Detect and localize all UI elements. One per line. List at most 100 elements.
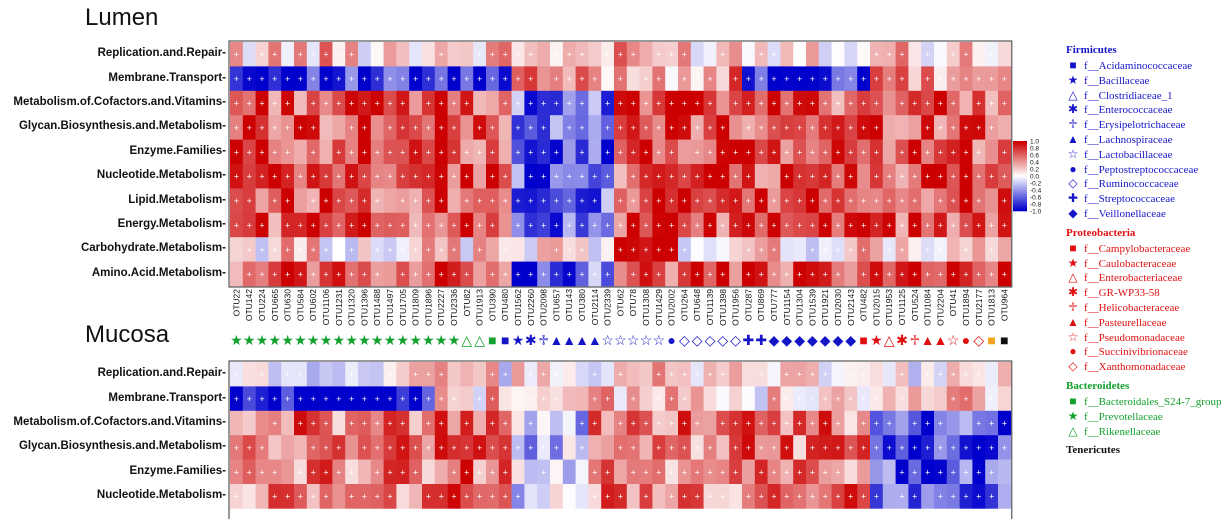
significance-mark: + (528, 443, 533, 453)
taxa-symbol: ★ (320, 332, 333, 348)
heatmap-cell (268, 261, 282, 287)
heatmap-cell (946, 362, 960, 387)
significance-mark: + (490, 269, 495, 279)
heatmap-cell (255, 115, 269, 140)
heatmap-cell (345, 410, 359, 436)
legend-symbol-icon: ◇ (1068, 359, 1078, 374)
significance-mark: + (861, 123, 866, 133)
significance-mark: + (515, 492, 520, 502)
taxa-symbol: ★ (435, 332, 448, 348)
heatmap-cell (921, 386, 935, 412)
column-label: OTU1154 (782, 289, 792, 325)
heatmap-cell (652, 459, 666, 485)
heatmap-cell (383, 164, 397, 189)
heatmap-cell (946, 212, 960, 238)
heatmap-cell (934, 484, 948, 509)
significance-mark: + (375, 443, 380, 453)
column-label: OTU1539 (807, 289, 817, 326)
heatmap-cell (511, 115, 525, 140)
heatmap-cell (537, 459, 551, 485)
heatmap-cell (242, 459, 256, 485)
heatmap-cell (422, 66, 436, 92)
significance-mark: + (695, 196, 700, 206)
significance-mark: + (554, 50, 559, 60)
significance-mark: + (669, 50, 674, 60)
significance-mark: + (285, 394, 290, 404)
heatmap-cell (268, 42, 282, 67)
heatmap-cell (908, 212, 922, 238)
significance-mark: + (925, 467, 930, 477)
significance-mark: + (464, 492, 469, 502)
significance-mark: + (887, 50, 892, 60)
heatmap-cell (383, 484, 397, 509)
significance-mark: + (848, 196, 853, 206)
significance-mark: + (669, 370, 674, 380)
heatmap-cell (703, 115, 717, 140)
column-label: OTU264 (679, 289, 689, 321)
heatmap-cell (946, 484, 960, 509)
heatmap-cell (268, 66, 282, 92)
heatmap-cell (729, 90, 743, 116)
significance-mark: + (1002, 147, 1007, 157)
heatmap-cell (806, 90, 820, 116)
heatmap-cell (345, 42, 359, 67)
heatmap-cell (434, 237, 448, 262)
heatmap-cell (434, 139, 448, 165)
lumen-heatmap: + + + + + + + + + + + + + + + + + + + + + + + + + + + + + + + + + + + ++ + + +… (228, 40, 1013, 288)
heatmap-cell (818, 386, 832, 412)
heatmap-cell (934, 435, 948, 460)
heatmap-cell (268, 90, 282, 116)
significance-mark: + (336, 74, 341, 84)
heatmap-cell (793, 362, 807, 387)
heatmap-cell (498, 435, 512, 460)
heatmap-cell (460, 261, 474, 287)
heatmap-cell (754, 115, 768, 140)
significance-mark: + (938, 221, 943, 231)
legend-item: ✚ f__Streptococcaceae (1066, 191, 1221, 206)
heatmap-cell (806, 435, 820, 460)
significance-mark: + (989, 467, 994, 477)
significance-mark: + (490, 221, 495, 231)
significance-mark: + (272, 172, 277, 182)
significance-mark: + (426, 74, 431, 84)
heatmap-cell (972, 261, 986, 287)
heatmap-cell (870, 164, 884, 189)
heatmap-cell (588, 90, 602, 116)
significance-mark: + (400, 123, 405, 133)
significance-mark: + (426, 492, 431, 502)
heatmap-cell (396, 386, 410, 412)
significance-mark: + (720, 196, 725, 206)
heatmap-cell (255, 164, 269, 189)
heatmap-cell (230, 42, 244, 67)
heatmap-cell (703, 42, 717, 67)
significance-mark: + (477, 74, 482, 84)
significance-mark: + (938, 492, 943, 502)
mucosa-title: Mucosa (85, 321, 170, 348)
heatmap-cell (524, 164, 538, 189)
significance-mark: + (336, 467, 341, 477)
column-label: OTU41 (948, 289, 958, 317)
heatmap-cell (690, 42, 704, 67)
significance-mark: + (387, 245, 392, 255)
heatmap-cell (562, 90, 576, 116)
significance-mark: + (810, 419, 815, 429)
heatmap-cell (242, 362, 256, 387)
taxa-symbol: ◆ (833, 332, 844, 348)
significance-mark: + (592, 394, 597, 404)
heatmap-cell (908, 115, 922, 140)
significance-mark: + (823, 172, 828, 182)
heatmap-cell (255, 362, 269, 387)
significance-mark: + (400, 196, 405, 206)
significance-mark: + (323, 74, 328, 84)
significance-mark: + (643, 245, 648, 255)
heatmap-cell (665, 188, 679, 214)
heatmap-cell (383, 435, 397, 460)
column-label: OTU1106 (321, 289, 331, 325)
significance-mark: + (567, 492, 572, 502)
heatmap-cell (255, 459, 269, 485)
heatmap-cell (614, 410, 628, 436)
heatmap-cell (409, 484, 423, 509)
heatmap-cell (716, 261, 730, 287)
column-label: OTU1921 (820, 289, 830, 326)
significance-mark: + (503, 492, 508, 502)
